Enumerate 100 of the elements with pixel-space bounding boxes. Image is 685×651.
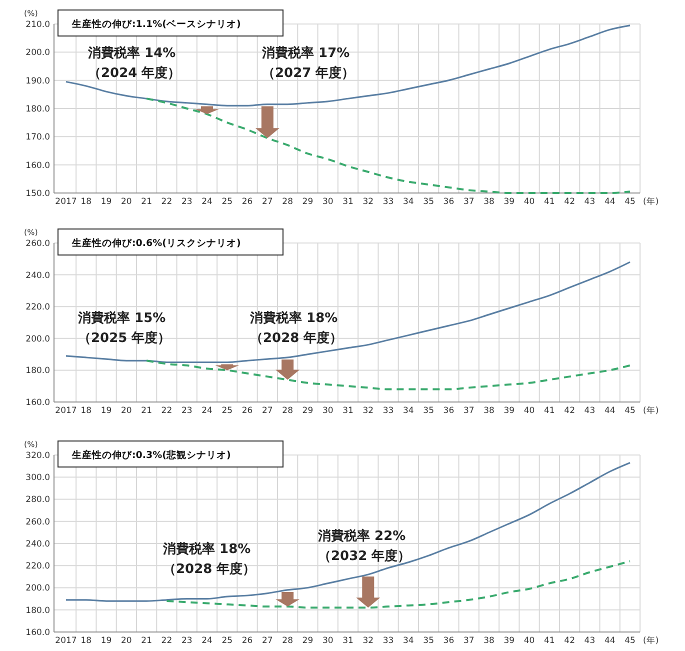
x-tick-label: 40	[524, 197, 535, 207]
x-tick-label: 29	[302, 197, 314, 207]
x-tick-label: 27	[262, 636, 273, 646]
x-tick-label: 44	[604, 636, 616, 646]
x-tick-label: 40	[524, 406, 535, 416]
y-tick-label: 200.0	[26, 584, 50, 594]
x-tick-label: 42	[564, 197, 575, 207]
x-tick-label: 29	[302, 636, 314, 646]
x-tick-label: 2017	[55, 197, 77, 207]
x-tick-label: 25	[222, 636, 233, 646]
y-tick-label: 160.0	[26, 628, 50, 638]
x-tick-label: 24	[202, 636, 212, 646]
x-tick-label: 18	[80, 406, 92, 416]
x-tick-label: 37	[463, 197, 474, 207]
line-series	[146, 98, 631, 194]
x-tick-label: 41	[544, 636, 555, 646]
y-tick-label: 260.0	[26, 238, 50, 249]
annotation: 消費税率 22% （2032 年度）	[317, 528, 411, 564]
x-tick-label: 35	[423, 636, 434, 646]
line-series	[65, 462, 631, 602]
x-tick-label: 31	[342, 636, 354, 646]
x-tick-label: 43	[584, 636, 596, 646]
annotation: 消費税率 18% （2028 年度）	[249, 310, 343, 346]
x-tick-label: 23	[181, 636, 192, 646]
y-axis-title: (%)	[24, 440, 38, 449]
y-tick-label: 220.0	[26, 562, 50, 572]
x-tick-label: 31	[342, 406, 354, 416]
x-tick-label: 42	[564, 636, 575, 646]
x-tick-label: 32	[362, 406, 374, 416]
x-tick-label: 32	[362, 197, 374, 207]
x-tick-label: 23	[181, 406, 192, 416]
y-tick-label: 280.0	[26, 495, 50, 506]
x-tick-label: 28	[282, 197, 293, 207]
annotation: 消費税率 15% （2025 年度）	[77, 310, 171, 346]
x-tick-label: 22	[161, 197, 172, 207]
chart-title: 生産性の伸び:0.6%(リスクシナリオ)	[71, 237, 241, 249]
x-tick-label: 34	[403, 406, 414, 416]
y-tick-label: 210.0	[26, 20, 50, 30]
x-tick-label: 38	[484, 636, 494, 646]
x-tick-label: 28	[282, 636, 293, 646]
y-tick-label: 260.0	[26, 517, 50, 528]
x-tick-label: 24	[202, 197, 212, 207]
x-tick-label: 19	[100, 636, 112, 646]
y-tick-label: 180.0	[26, 366, 50, 376]
y-tick-label: 200.0	[26, 334, 50, 344]
y-tick-label: 160.0	[26, 160, 50, 171]
x-tick-label: 22	[161, 406, 172, 416]
x-tick-label: 36	[443, 636, 454, 646]
x-tick-label: 45	[624, 636, 636, 646]
x-tick-label: 21	[141, 197, 152, 207]
x-tick-label: 25	[222, 406, 233, 416]
x-tick-label: 37	[463, 636, 474, 646]
x-tick-label: 24	[202, 406, 212, 416]
x-tick-label: 2017	[55, 406, 77, 416]
x-axis-title: (年)	[643, 196, 659, 207]
x-tick-label: 21	[141, 406, 152, 416]
x-tick-label: 33	[382, 197, 394, 207]
x-tick-label: 20	[121, 197, 132, 207]
chart-title: 生産性の伸び:0.3%(悲観シナリオ)	[71, 449, 231, 461]
y-tick-label: 240.0	[26, 539, 50, 550]
chart-title: 生産性の伸び:1.1%(ベースシナリオ)	[71, 18, 241, 30]
line-series	[146, 360, 631, 390]
x-tick-label: 40	[524, 636, 535, 646]
x-tick-label: 39	[504, 406, 515, 416]
x-tick-label: 33	[382, 406, 394, 416]
x-tick-label: 20	[121, 636, 132, 646]
annotation: 消費税率 18% （2028 年度）	[162, 541, 256, 577]
x-tick-label: 19	[100, 406, 112, 416]
x-tick-label: 21	[141, 636, 152, 646]
x-tick-label: 26	[242, 197, 253, 207]
x-tick-label: 26	[242, 636, 253, 646]
x-tick-label: 20	[121, 406, 132, 416]
x-axis-title: (年)	[643, 405, 659, 416]
x-tick-label: 32	[362, 636, 374, 646]
y-tick-label: 180.0	[26, 104, 50, 114]
y-tick-label: 200.0	[26, 48, 50, 58]
x-tick-label: 18	[80, 636, 92, 646]
x-tick-label: 45	[624, 197, 636, 207]
y-tick-label: 160.0	[26, 398, 50, 408]
x-tick-label: 36	[443, 197, 454, 207]
annotation: 消費税率 17% （2027 年度）	[261, 45, 355, 81]
x-tick-label: 27	[262, 406, 273, 416]
x-tick-label: 41	[544, 406, 555, 416]
x-tick-label: 30	[322, 406, 334, 416]
x-tick-label: 30	[322, 636, 334, 646]
y-tick-label: 240.0	[26, 270, 50, 281]
y-tick-label: 150.0	[26, 188, 50, 199]
y-tick-label: 170.0	[26, 132, 50, 143]
x-tick-label: 37	[463, 406, 474, 416]
x-tick-label: 42	[564, 406, 575, 416]
x-tick-label: 23	[181, 197, 192, 207]
x-tick-label: 38	[484, 197, 494, 207]
annotation: 消費税率 14% （2024 年度）	[87, 45, 181, 81]
y-tick-label: 220.0	[26, 302, 50, 313]
x-tick-label: 29	[302, 406, 314, 416]
x-tick-label: 41	[544, 197, 555, 207]
line-series	[65, 261, 631, 364]
y-tick-label: 190.0	[26, 76, 50, 86]
x-tick-label: 43	[584, 406, 596, 416]
x-tick-label: 33	[382, 636, 394, 646]
